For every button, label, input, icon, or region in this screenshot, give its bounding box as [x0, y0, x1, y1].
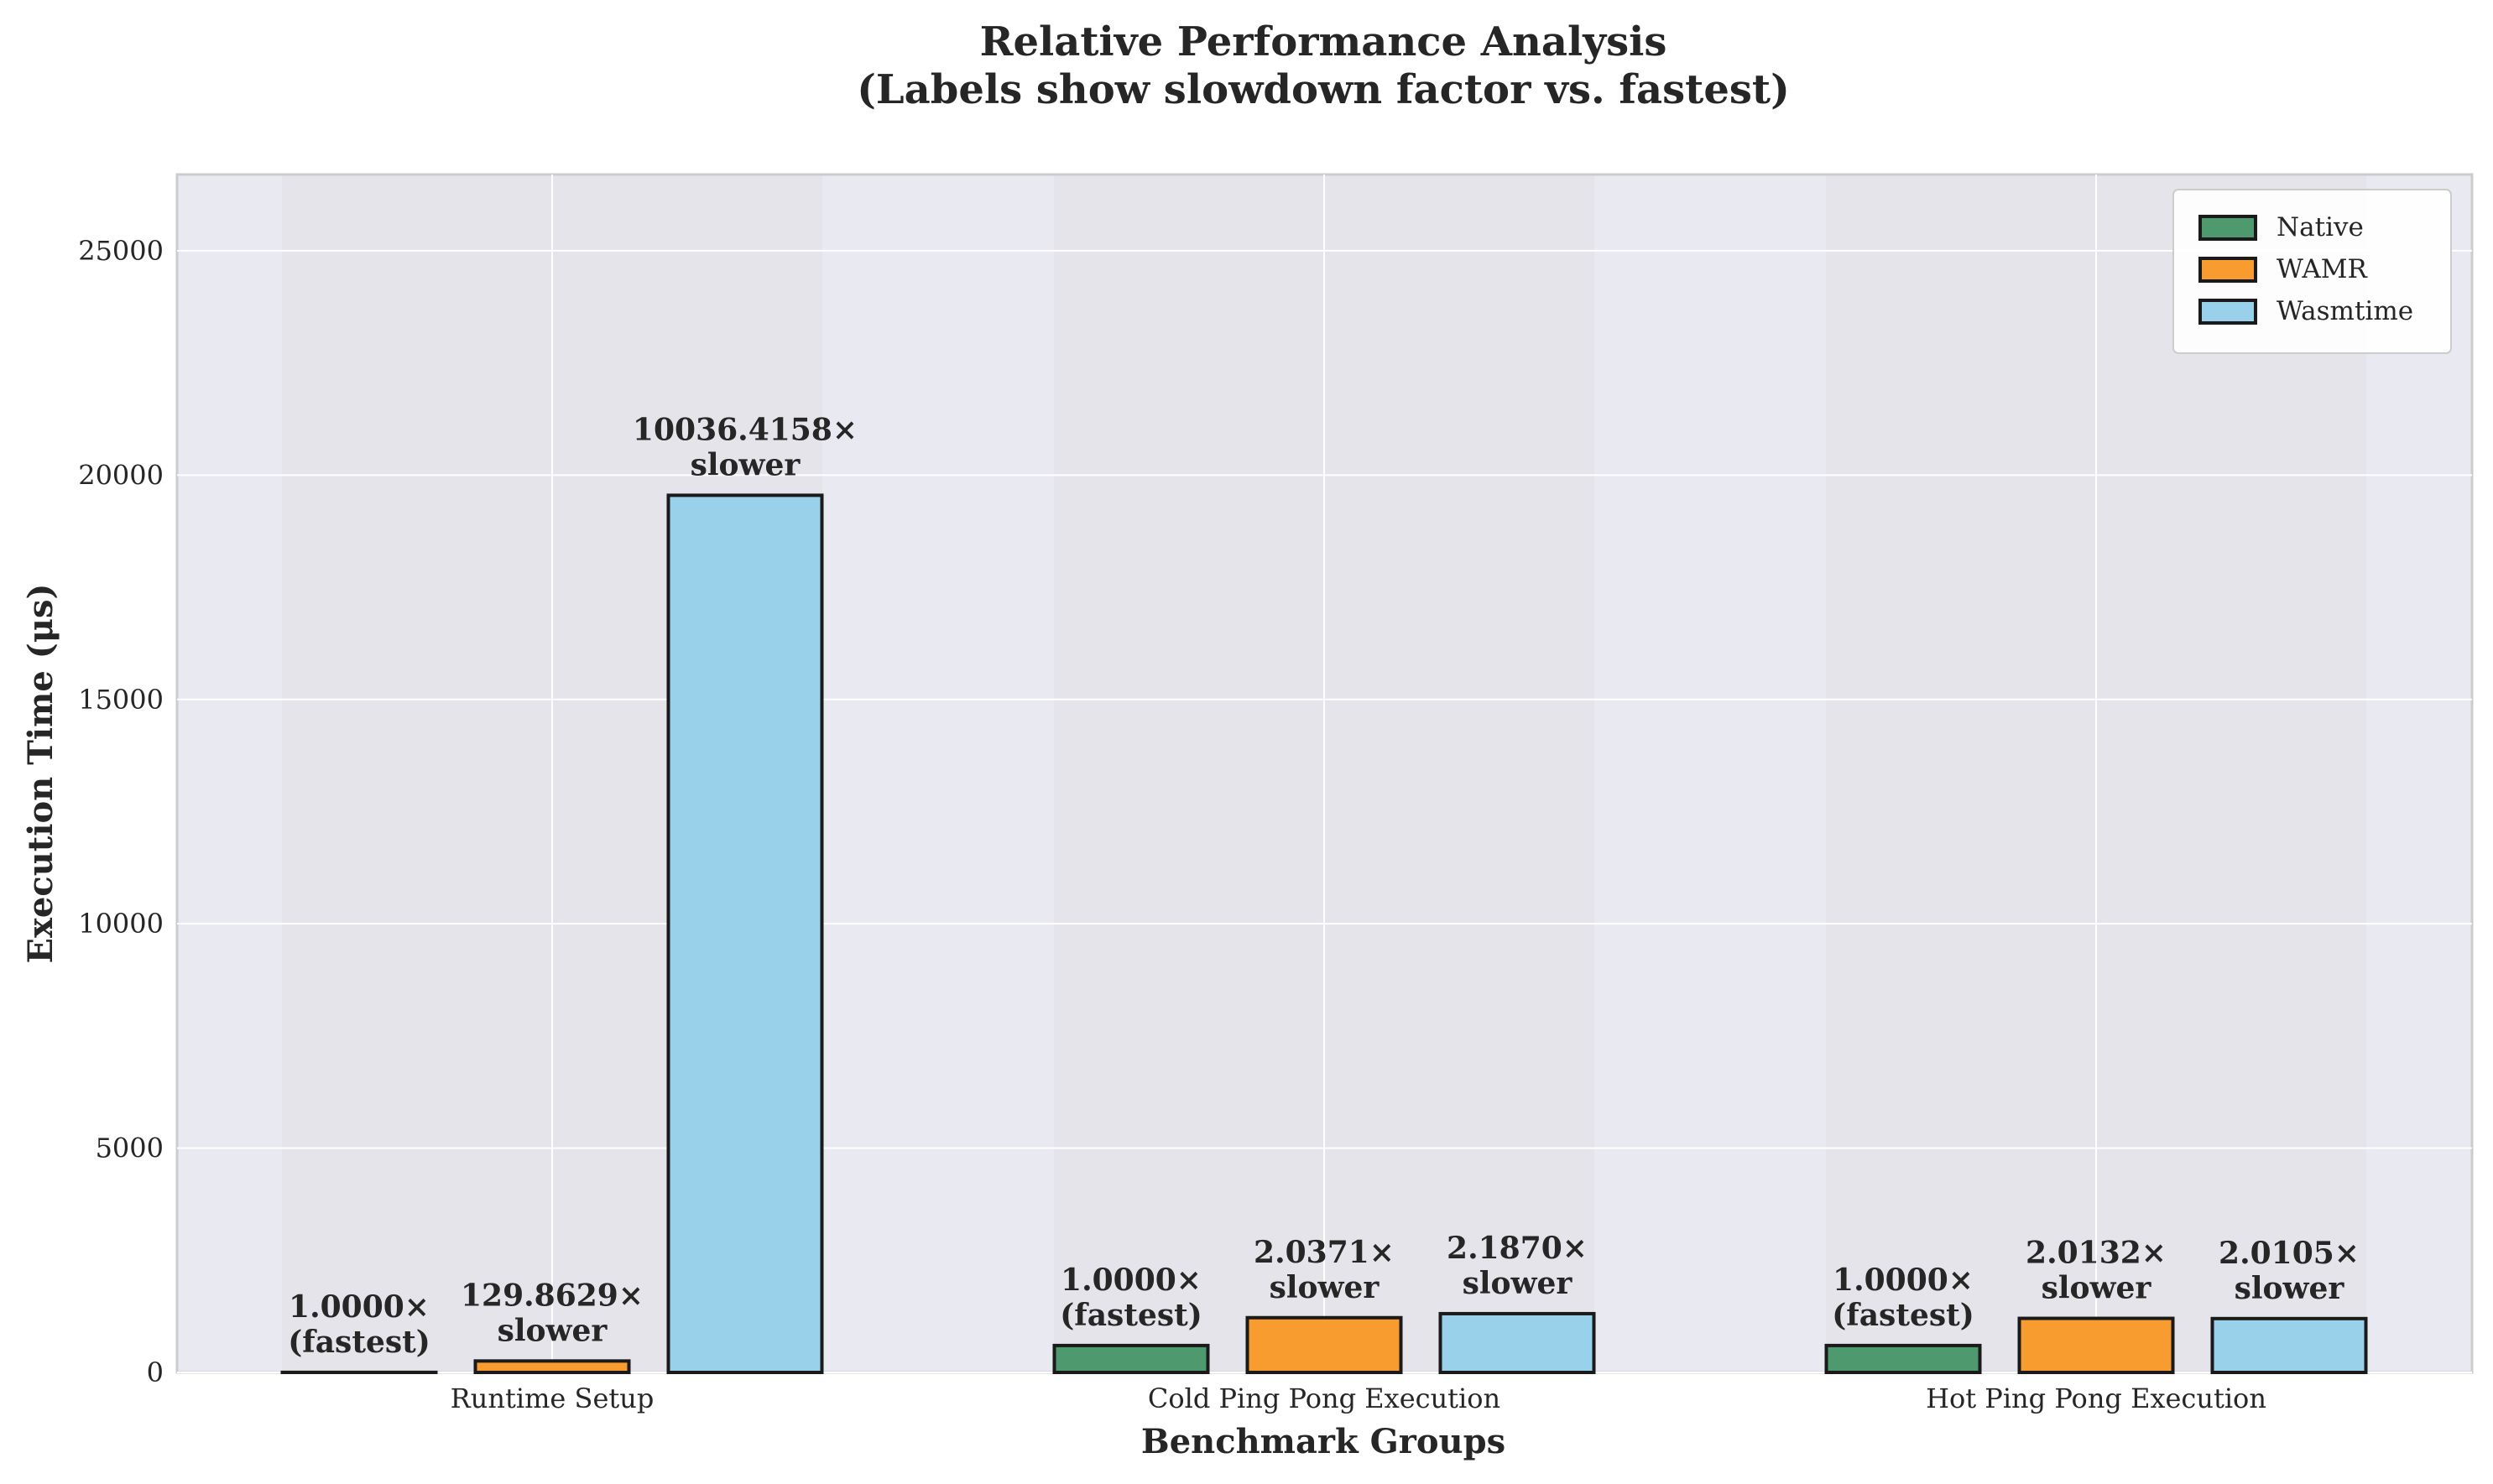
bar-label-factor: 10036.4158×	[633, 412, 858, 447]
bar-label-note: (fastest)	[1060, 1298, 1202, 1333]
bar-native-1	[1052, 1343, 1210, 1375]
bar-label-factor: 1.0000×	[1833, 1263, 1974, 1298]
bar-label-note: slower	[1463, 1266, 1573, 1301]
bar-wamr-1	[1245, 1315, 1403, 1375]
legend-swatch-wamr	[2198, 257, 2257, 283]
y-tick-label: 25000	[78, 235, 164, 267]
y-tick-label: 0	[147, 1356, 164, 1388]
x-tick-label: Cold Ping Pong Execution	[1148, 1382, 1500, 1414]
x-axis-label: Benchmark Groups	[1141, 1422, 1505, 1461]
bar-label-note: slower	[2235, 1271, 2345, 1306]
legend-label-wamr: WAMR	[2277, 254, 2368, 284]
bar-labels: 1.0000×(fastest)1.0000×(fastest)1.0000×(…	[288, 412, 2360, 1359]
y-tick-label: 15000	[78, 684, 164, 716]
bar-label-note: slower	[498, 1313, 608, 1348]
bar-label-factor: 1.0000×	[1061, 1263, 1202, 1298]
bar-wamr-2	[2017, 1316, 2175, 1375]
bar-wamr-0	[473, 1359, 631, 1375]
x-tick-label: Runtime Setup	[451, 1382, 655, 1414]
bar-wasmtime-1	[1438, 1311, 1596, 1375]
y-ticks: 0 5000 10000 15000 20000 25000	[78, 235, 164, 1388]
bar-label-factor: 2.1870×	[1447, 1231, 1588, 1266]
bar-label-note: slower	[2042, 1271, 2152, 1306]
legend-label-native: Native	[2277, 212, 2364, 242]
bar-label-note: (fastest)	[1832, 1298, 1974, 1333]
legend-swatch-native	[2198, 215, 2257, 241]
bar-label-factor: 129.8629×	[461, 1278, 644, 1313]
bars	[280, 493, 2368, 1375]
x-ticks: Runtime Setup Cold Ping Pong Execution Hot…	[451, 1382, 2266, 1414]
bar-label-factor: 2.0371×	[1254, 1235, 1395, 1270]
chart-title: Relative Performance Analysis	[980, 18, 1667, 65]
legend: Native WAMR Wasmtime	[2172, 189, 2452, 354]
bar-label-note: slower	[691, 447, 801, 482]
x-tick-label: Hot Ping Pong Execution	[1926, 1382, 2266, 1414]
bar-label-note: (fastest)	[288, 1325, 430, 1360]
bar-wasmtime-0	[666, 493, 824, 1374]
y-axis-label: Execution Time (μs)	[21, 584, 60, 964]
chart-subtitle: (Labels show slowdown factor vs. fastest…	[857, 66, 1790, 113]
bar-wasmtime-2	[2210, 1316, 2368, 1374]
bar-label-factor: 1.0000×	[289, 1289, 430, 1325]
bar-label-factor: 2.0105×	[2219, 1236, 2360, 1271]
bar-label-factor: 2.0132×	[2026, 1236, 2167, 1271]
y-tick-label: 20000	[78, 459, 164, 491]
bar-native-2	[1824, 1343, 1982, 1375]
legend-label-wasmtime: Wasmtime	[2277, 296, 2413, 326]
y-tick-label: 5000	[96, 1133, 164, 1164]
bar-label-note: slower	[1270, 1270, 1380, 1305]
legend-swatch-wasmtime	[2198, 299, 2257, 325]
y-tick-label: 10000	[78, 908, 164, 940]
